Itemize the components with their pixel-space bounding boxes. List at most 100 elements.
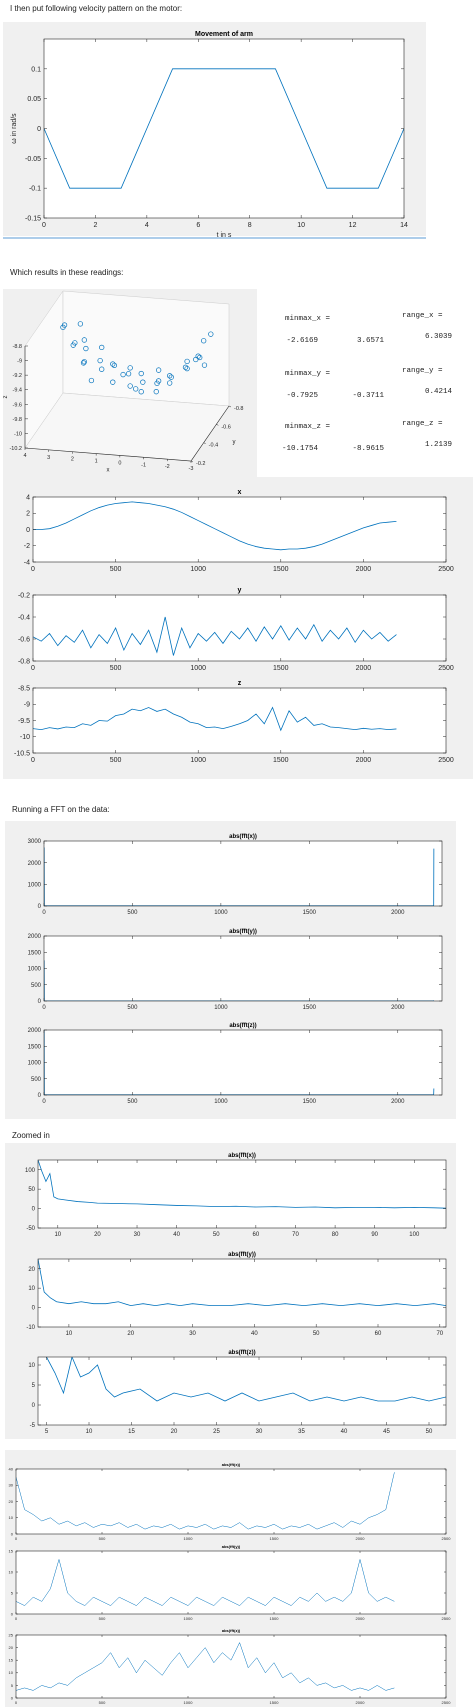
x-tick-label: 500 [110, 757, 122, 764]
x-tick-label: 1000 [214, 1005, 228, 1011]
x-tick-label: 10 [297, 222, 305, 229]
y-tick-label: -4 [24, 559, 30, 566]
x-tick-label: 5 [45, 1429, 49, 1435]
scatter-point [168, 374, 174, 380]
x-tick-label: 6 [196, 222, 200, 229]
x-tick-label: 0 [15, 1700, 18, 1705]
y-tick-label: 0 [11, 1695, 14, 1700]
reading-value: -10.1754 [282, 445, 319, 453]
y-tick-label: 500 [31, 983, 42, 989]
scatter-point [77, 321, 84, 327]
plot-area [16, 1551, 446, 1614]
x-tick-label: 0 [15, 1536, 18, 1541]
y-tick-label: -5 [30, 1423, 36, 1429]
scatter-point [111, 362, 118, 369]
plot-area [16, 1469, 446, 1534]
x-tick-label: 500 [110, 566, 122, 573]
y-tick-label: 100 [25, 1168, 36, 1174]
scatter-point [155, 378, 162, 384]
x-tick-label: 40 [341, 1429, 348, 1435]
y-tick-label: -0.15 [25, 215, 41, 222]
y-tick-label: 0.05 [27, 96, 41, 103]
chart-title: x [238, 489, 242, 496]
data-line [16, 1558, 395, 1606]
y-tick-label: -9 [24, 702, 30, 709]
y-tick [203, 442, 206, 444]
x-tick-label: -1 [141, 462, 146, 468]
scatter-point [184, 365, 190, 372]
y-tick-label: 0 [37, 126, 41, 133]
y-axis-label: y [233, 440, 236, 446]
data-line [16, 1472, 395, 1530]
y-tick-label: 0 [32, 1403, 36, 1409]
y-tick-label: 10 [9, 1515, 14, 1520]
scatter-point [197, 354, 203, 361]
y-tick-label: -0.6 [18, 636, 30, 643]
x-tick-label: 1500 [303, 1099, 317, 1105]
x-tick-label: 50 [426, 1429, 433, 1435]
plot-area [38, 1160, 446, 1228]
x-tick-label: 2500 [438, 665, 454, 672]
scatter-point [208, 331, 214, 337]
x-tick-label: 0 [31, 566, 35, 573]
x-tick-label: 100 [409, 1232, 420, 1238]
x-tick-label: 500 [99, 1616, 106, 1621]
chart-title: abs(fft(y)) [228, 1252, 256, 1258]
x-tick-label: 2000 [356, 665, 372, 672]
x-tick-label: 1000 [190, 566, 206, 573]
y-tick-label: 2 [26, 511, 30, 518]
x-tick-label: 40 [173, 1232, 180, 1238]
x-tick-label: 500 [127, 1005, 138, 1011]
y-tick-label: -9.5 [18, 718, 30, 725]
data-line [16, 1641, 395, 1691]
y-tick-label: -2 [24, 543, 30, 550]
chart-title: abs(fft(z)) [228, 1350, 255, 1356]
x-tick-label: 70 [436, 1331, 443, 1337]
reading-value: 0.4214 [425, 388, 453, 396]
scatter-point [110, 361, 116, 367]
x-tick-label: 0 [42, 1005, 46, 1011]
chart-title: abs(fft(y)) [222, 1544, 241, 1549]
x-tick-label: 3 [47, 455, 50, 461]
scatter-point [127, 383, 133, 389]
reading-label: minmax_y = [285, 370, 331, 378]
y-tick-label: 2000 [28, 861, 42, 867]
scatter-point [127, 365, 133, 371]
reading-value: 1.2139 [425, 441, 452, 449]
y-tick-label: 500 [31, 1077, 42, 1083]
y-tick-label: -0.05 [25, 156, 41, 163]
data-line [33, 616, 397, 656]
y-tick [216, 424, 219, 426]
scatter-point [60, 324, 66, 330]
x-tick-label: -3 [189, 466, 194, 472]
x-tick-label: 50 [213, 1232, 220, 1238]
scatter-point [97, 357, 103, 364]
x-tick-label: 10 [66, 1331, 73, 1337]
y-tick-label: -10 [26, 1325, 35, 1331]
y-tick-label: 1000 [28, 882, 42, 888]
x-tick-label: 0 [42, 222, 46, 229]
scatter-point [201, 362, 208, 368]
x-tick-label: 2000 [391, 1005, 405, 1011]
x-tick-label: -2 [165, 464, 170, 470]
y-tick-label: 0 [38, 999, 42, 1005]
plot-border [15, 1550, 447, 1615]
x-tick-label: 2000 [356, 1616, 366, 1621]
z-tick-label: -9.2 [13, 373, 22, 379]
y-tick-label: 10 [28, 1363, 35, 1369]
x-tick-label: 14 [400, 222, 408, 229]
reading-label: range_x = [402, 312, 443, 320]
y-tick-label: -8.5 [18, 685, 30, 692]
x-tick-label: 2500 [438, 566, 454, 573]
reading-value: 6.3039 [425, 333, 452, 341]
data-line [38, 1160, 446, 1209]
data-line [44, 68, 404, 189]
plot-border [37, 1258, 447, 1328]
axis-line [24, 346, 230, 462]
x-tick-label: 500 [99, 1536, 106, 1541]
y-tick-label: -0.2 [196, 461, 205, 467]
y-tick-label: -10.5 [14, 750, 30, 757]
chart-title: abs(fft(x)) [228, 1153, 256, 1159]
x-tick-label: 2000 [356, 757, 372, 764]
y-axis-label: ω in rad/s [11, 113, 18, 144]
